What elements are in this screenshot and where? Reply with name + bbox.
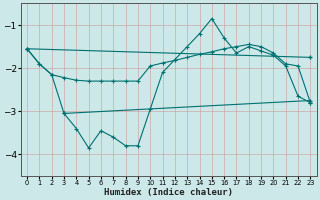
X-axis label: Humidex (Indice chaleur): Humidex (Indice chaleur) [104, 188, 233, 197]
